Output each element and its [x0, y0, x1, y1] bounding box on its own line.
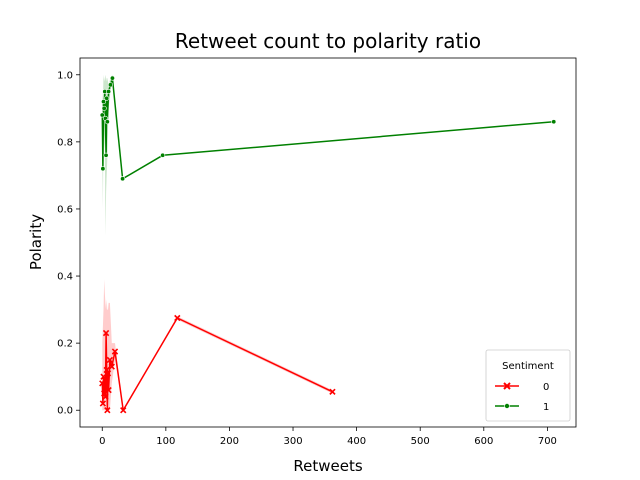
x-tick-label: 200	[220, 436, 239, 447]
marker-stroke	[103, 366, 110, 374]
y-tick-label: 0.8	[57, 137, 73, 148]
marker-stroke	[106, 356, 114, 364]
data-point-0	[101, 376, 108, 384]
x-tick-label: 500	[411, 436, 430, 447]
data-point-0	[111, 348, 119, 355]
data-point-0	[102, 393, 109, 400]
legend-marker-1	[504, 403, 510, 409]
data-point-0	[174, 314, 181, 322]
x-tick-label: 600	[474, 436, 493, 447]
data-point-1	[100, 166, 106, 172]
y-tick-label: 0.0	[57, 406, 73, 417]
data-point-0	[103, 366, 110, 374]
data-point-1	[101, 99, 107, 105]
data-point-0	[104, 370, 112, 377]
data-point-1	[109, 75, 115, 81]
data-point-1	[104, 95, 110, 101]
data-point-0	[102, 329, 110, 337]
marker-stroke	[104, 370, 112, 377]
marker-stroke	[101, 376, 108, 384]
chart-title: Retweet count to polarity ratio	[175, 29, 481, 53]
y-tick-label: 1.0	[57, 70, 73, 81]
x-axis-label: Retweets	[293, 457, 362, 475]
data-point-0	[120, 407, 127, 414]
x-tick-label: 300	[283, 436, 302, 447]
legend-entries: 01	[495, 382, 549, 413]
data-point-1	[104, 119, 110, 125]
data-point-1	[106, 89, 112, 95]
marker-stroke	[99, 400, 107, 407]
y-tick-label: 0.6	[57, 204, 73, 215]
data-point-1	[551, 119, 557, 125]
y-tick-label: 0.2	[57, 339, 73, 350]
data-point-0	[108, 363, 115, 370]
marker-stroke	[104, 407, 111, 414]
marker-stroke	[102, 329, 110, 337]
data-point-1	[101, 105, 107, 111]
data-point-1	[99, 112, 105, 118]
y-axis-label: Polarity	[27, 214, 45, 270]
legend-label-1: 1	[543, 402, 549, 413]
data-point-0	[106, 356, 114, 364]
y-tick-label: 0.4	[57, 272, 73, 283]
x-tick-label: 100	[156, 436, 175, 447]
data-point-0	[105, 386, 112, 394]
x-axis-ticks: 0 100 200 300 400 500 600 700	[99, 427, 557, 447]
data-point-1	[108, 82, 114, 88]
x-tick-label: 700	[538, 436, 557, 447]
plot-frame	[79, 57, 577, 428]
data-point-0	[104, 407, 111, 414]
marker-stroke	[105, 386, 112, 394]
data-point-0	[329, 388, 336, 395]
series-markers	[99, 75, 557, 414]
legend: Sentiment 01	[485, 349, 571, 422]
marker-stroke	[102, 393, 109, 400]
legend-marker-0	[503, 382, 511, 390]
data-point-1	[103, 152, 109, 158]
marker-stroke	[329, 388, 336, 395]
marker-stroke	[174, 314, 181, 322]
marker-stroke	[120, 407, 127, 414]
legend-label-0: 0	[543, 382, 549, 393]
y-axis-ticks: 0.0 0.2 0.4 0.6 0.8 1.0	[57, 70, 80, 417]
data-point-1	[120, 176, 126, 182]
data-point-0	[99, 400, 107, 407]
marker-stroke	[108, 363, 115, 370]
legend-title: Sentiment	[502, 361, 554, 372]
data-point-1	[160, 152, 166, 158]
marker-stroke	[111, 348, 119, 355]
x-tick-label: 400	[347, 436, 366, 447]
x-tick-label: 0	[99, 436, 105, 447]
